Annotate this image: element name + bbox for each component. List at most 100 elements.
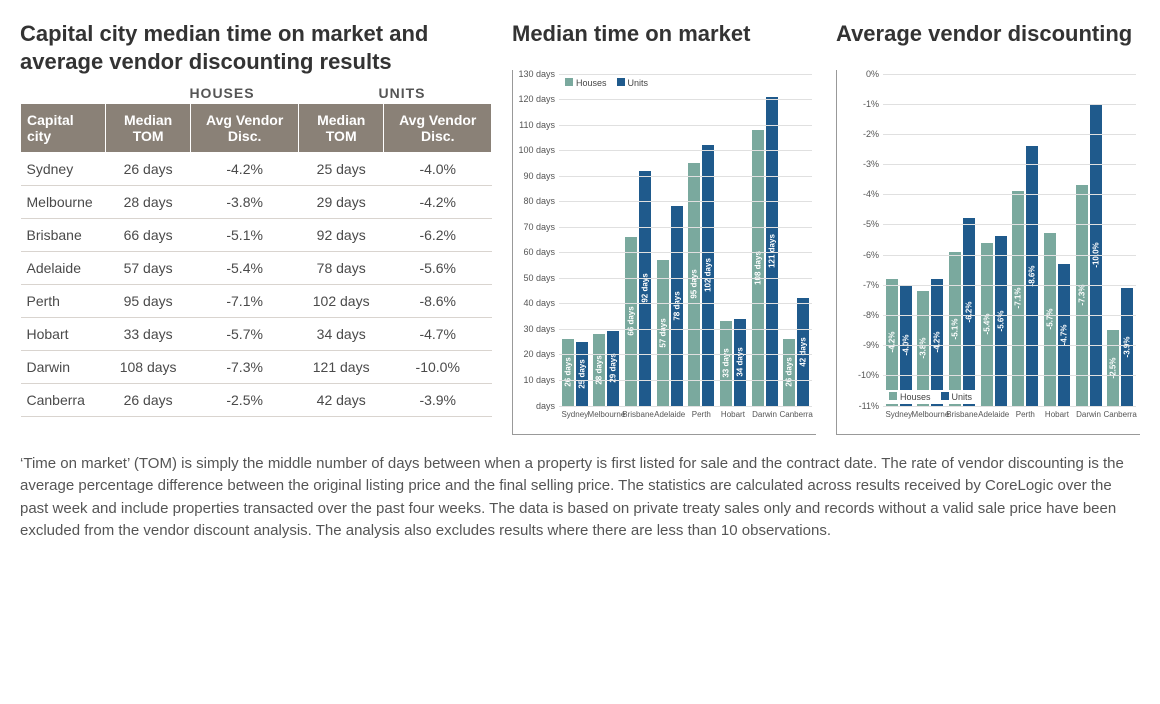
- bar-value-label: 108 days: [753, 251, 762, 285]
- bar-units: 102 days: [702, 145, 714, 405]
- cell-city: Canberra: [21, 384, 106, 417]
- bar-houses: 57 days: [657, 260, 669, 406]
- y-tick-label: 60 days: [515, 247, 555, 257]
- bar-value-label: -3.9%: [1123, 336, 1132, 357]
- gridline: [883, 315, 1136, 316]
- cell-h_disc: -7.3%: [191, 351, 299, 384]
- gridline: [559, 252, 812, 253]
- y-tick-label: 100 days: [515, 145, 555, 155]
- bar-value-label: -5.7%: [1045, 309, 1054, 330]
- gridline: [559, 329, 812, 330]
- bar-value-label: 102 days: [704, 258, 713, 292]
- col-city: Capital city: [21, 104, 106, 153]
- x-tick-label: Adelaide: [654, 410, 685, 419]
- bar-value-label: 66 days: [627, 307, 636, 336]
- gridline: [559, 303, 812, 304]
- gridline: [883, 375, 1136, 376]
- y-tick-label: 0%: [839, 69, 879, 79]
- bar-houses: -5.7%: [1044, 233, 1056, 405]
- cell-h_tom: 108 days: [105, 351, 191, 384]
- bar-group: 28 days29 daysMelbourne: [593, 74, 619, 406]
- cell-h_tom: 95 days: [105, 285, 191, 318]
- cell-u_tom: 92 days: [298, 219, 384, 252]
- cell-h_tom: 57 days: [105, 252, 191, 285]
- gridline: [559, 150, 812, 151]
- cell-h_disc: -5.1%: [191, 219, 299, 252]
- gridline: [883, 134, 1136, 135]
- gridline: [883, 345, 1136, 346]
- bar-units: -4.2%: [931, 279, 943, 406]
- cell-city: Sydney: [21, 153, 106, 186]
- bar-houses: 26 days: [783, 339, 795, 405]
- bar-units: -5.6%: [995, 236, 1007, 405]
- table-row: Adelaide57 days-5.4%78 days-5.6%: [21, 252, 492, 285]
- group-label-houses: HOUSES: [132, 85, 312, 101]
- gridline: [883, 104, 1136, 105]
- cell-u_tom: 102 days: [298, 285, 384, 318]
- cell-u_disc: -6.2%: [384, 219, 492, 252]
- bar-houses: 28 days: [593, 334, 605, 406]
- bar-value-label: 78 days: [672, 291, 681, 320]
- cell-city: Darwin: [21, 351, 106, 384]
- y-tick-label: 70 days: [515, 222, 555, 232]
- cell-h_disc: -3.8%: [191, 186, 299, 219]
- cell-h_tom: 33 days: [105, 318, 191, 351]
- col-u-disc: Avg Vendor Disc.: [384, 104, 492, 153]
- y-tick-label: -1%: [839, 99, 879, 109]
- cell-h_disc: -7.1%: [191, 285, 299, 318]
- y-tick-label: -3%: [839, 159, 879, 169]
- cell-h_disc: -5.4%: [191, 252, 299, 285]
- y-tick-label: -7%: [839, 280, 879, 290]
- bar-group: -7.3%-10.0%Darwin: [1076, 74, 1102, 406]
- gridline: [883, 406, 1136, 407]
- bar-units: 92 days: [639, 171, 651, 406]
- bar-value-label: 95 days: [690, 270, 699, 299]
- chart-disc: -4.2%-4.0%Sydney-3.8%-4.2%Melbourne-5.1%…: [836, 70, 1140, 435]
- bar-units: -8.6%: [1026, 146, 1038, 406]
- bar-units: 42 days: [797, 298, 809, 405]
- cell-h_tom: 66 days: [105, 219, 191, 252]
- bar-value-label: 121 days: [767, 234, 776, 268]
- y-tick-label: -5%: [839, 219, 879, 229]
- cell-h_disc: -2.5%: [191, 384, 299, 417]
- cell-u_disc: -3.9%: [384, 384, 492, 417]
- y-tick-label: -10%: [839, 370, 879, 380]
- bar-value-label: -7.3%: [1077, 285, 1086, 306]
- cell-u_disc: -4.2%: [384, 186, 492, 219]
- bar-group: -5.1%-6.2%Brisbane: [949, 74, 975, 406]
- cell-city: Hobart: [21, 318, 106, 351]
- x-tick-label: Sydney: [561, 410, 588, 419]
- table-row: Perth95 days-7.1%102 days-8.6%: [21, 285, 492, 318]
- bar-value-label: -8.6%: [1028, 265, 1037, 286]
- table-row: Canberra26 days-2.5%42 days-3.9%: [21, 384, 492, 417]
- y-tick-label: 50 days: [515, 273, 555, 283]
- bar-group: -2.5%-3.9%Canberra: [1107, 74, 1133, 406]
- x-tick-label: Perth: [1016, 410, 1035, 419]
- bar-units: -6.2%: [963, 218, 975, 405]
- gridline: [559, 125, 812, 126]
- gridline: [559, 354, 812, 355]
- bar-houses: -3.8%: [917, 291, 929, 406]
- gridline: [559, 227, 812, 228]
- y-tick-label: 30 days: [515, 324, 555, 334]
- cell-h_disc: -4.2%: [191, 153, 299, 186]
- bar-group: 26 days25 daysSydney: [562, 74, 588, 406]
- table-group-header: HOUSES UNITS: [20, 85, 492, 101]
- y-tick-label: -4%: [839, 189, 879, 199]
- gridline: [883, 74, 1136, 75]
- bar-group: 33 days34 daysHobart: [720, 74, 746, 406]
- y-tick-label: 90 days: [515, 171, 555, 181]
- bar-group: -5.4%-5.6%Adelaide: [981, 74, 1007, 406]
- bar-group: -7.1%-8.6%Perth: [1012, 74, 1038, 406]
- x-tick-label: Canberra: [780, 410, 813, 419]
- y-tick-label: 40 days: [515, 298, 555, 308]
- bar-group: -4.2%-4.0%Sydney: [886, 74, 912, 406]
- bar-value-label: -5.6%: [996, 311, 1005, 332]
- x-tick-label: Brisbane: [622, 410, 654, 419]
- cell-u_tom: 78 days: [298, 252, 384, 285]
- group-label-units: UNITS: [312, 85, 492, 101]
- chart-tom: Houses Units 26 days25 daysSydney28 days…: [512, 70, 816, 435]
- cell-u_disc: -10.0%: [384, 351, 492, 384]
- bar-value-label: -5.4%: [982, 314, 991, 335]
- bar-group: -5.7%-4.7%Hobart: [1044, 74, 1070, 406]
